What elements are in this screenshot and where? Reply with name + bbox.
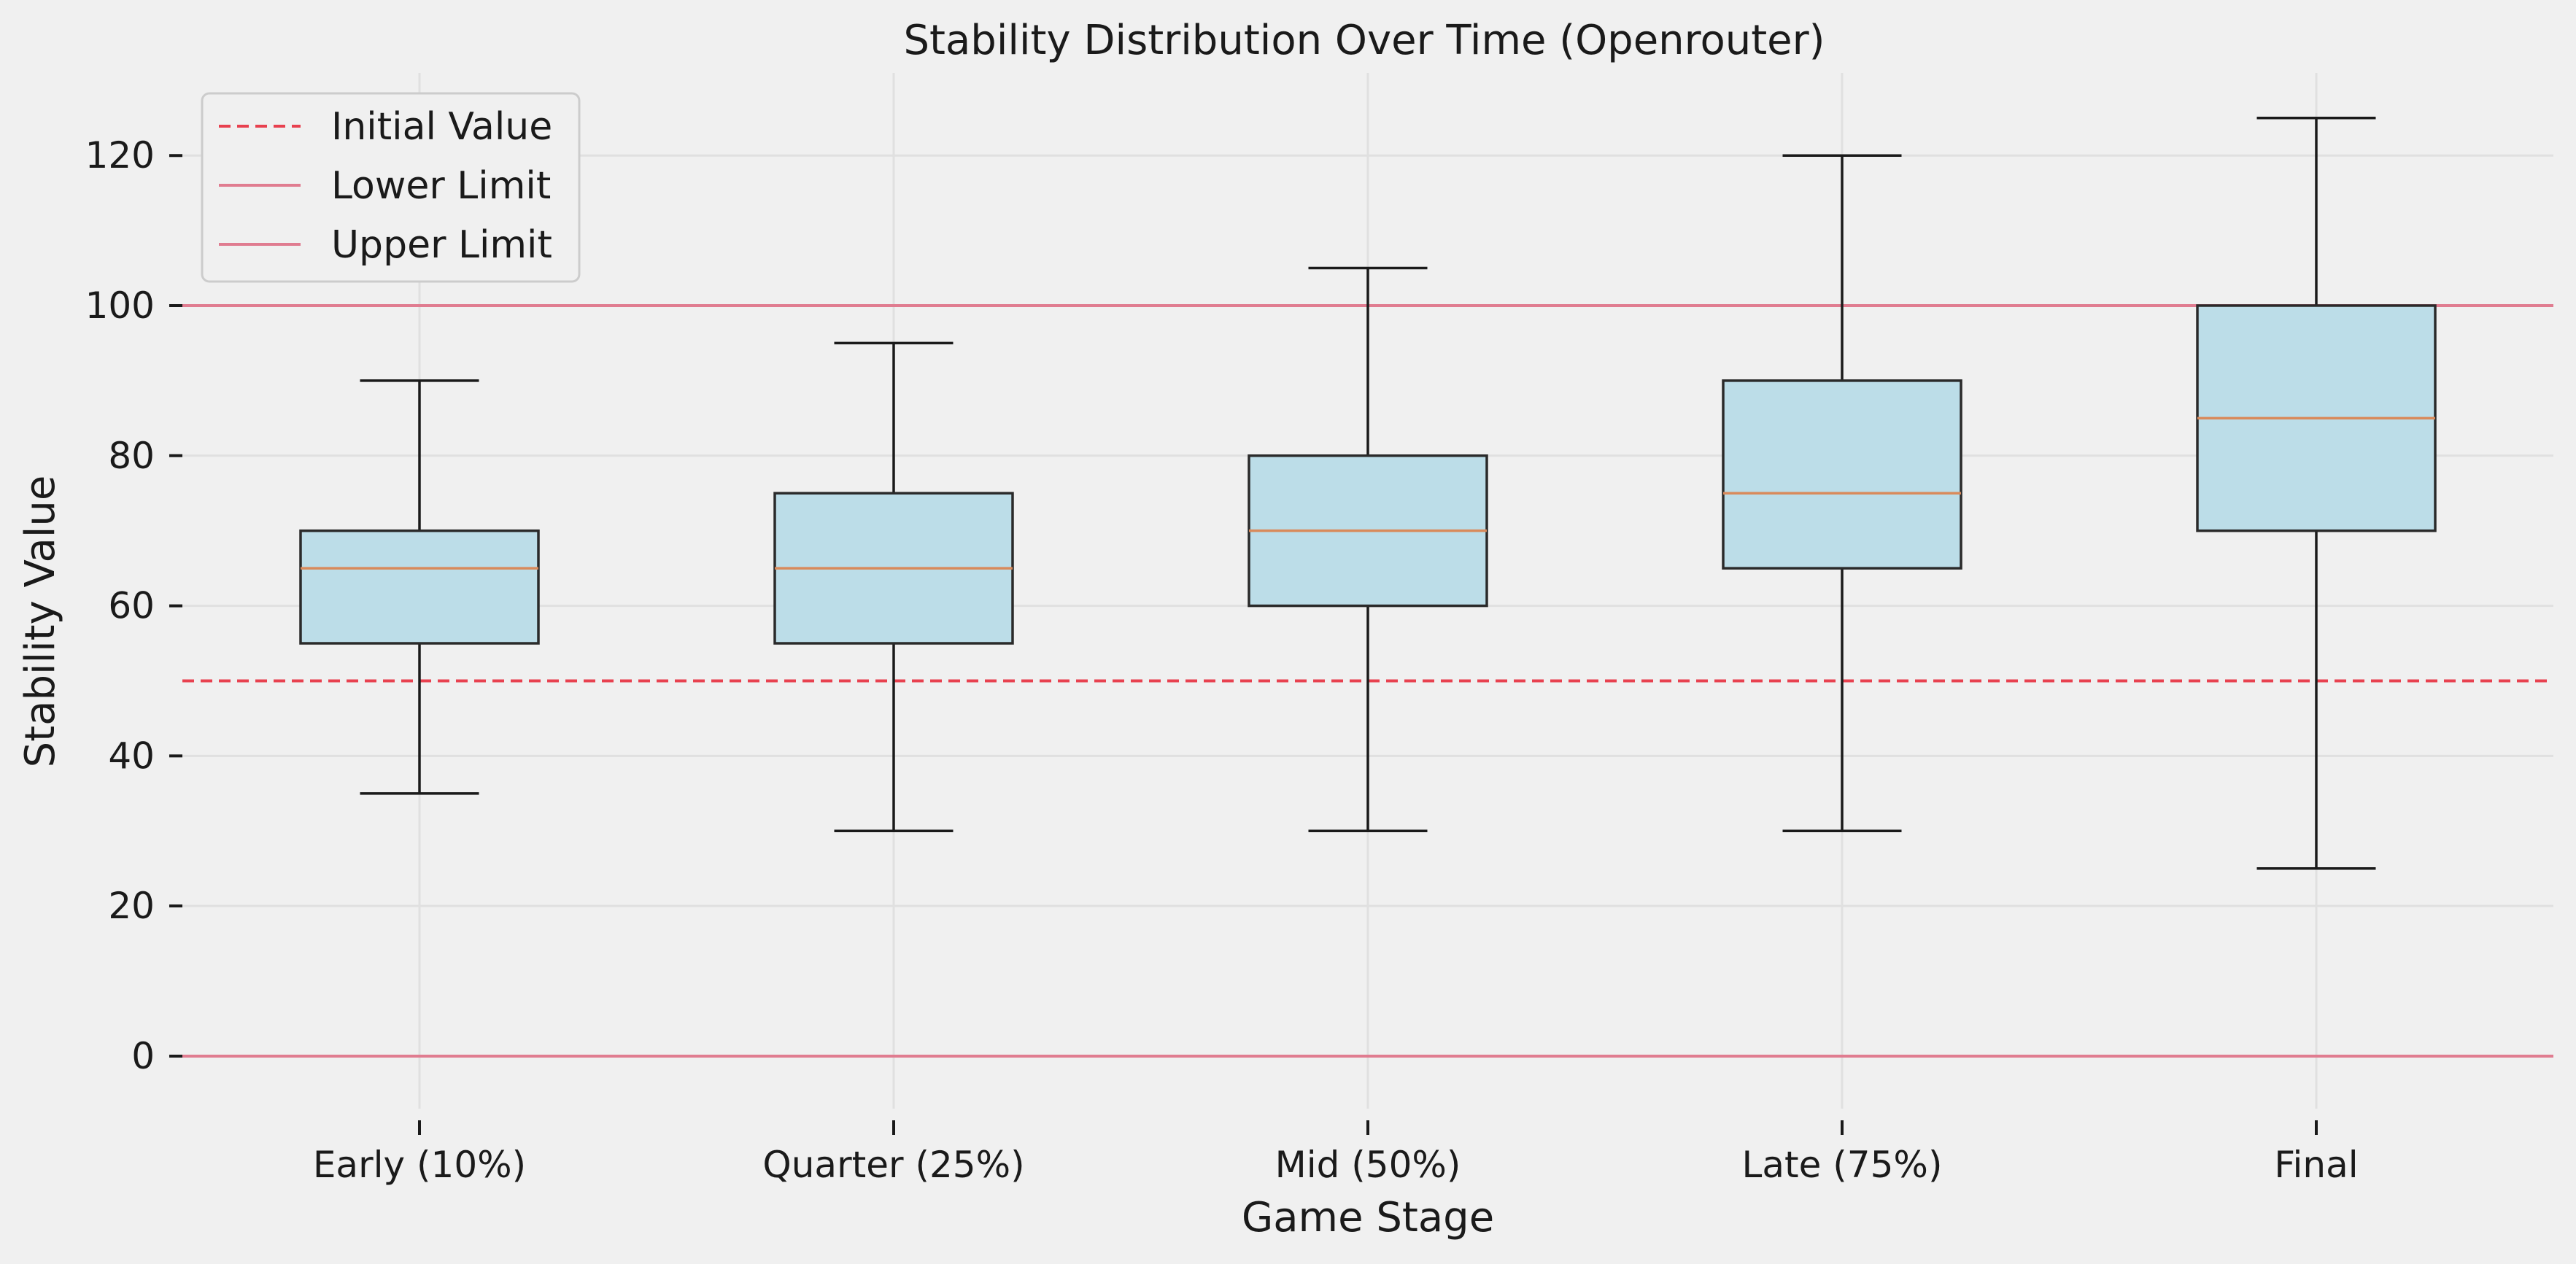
x-tick-label: Final — [2274, 1144, 2358, 1186]
iqr-box — [1722, 379, 1962, 570]
legend-items: Initial Value Lower Limit Upper Limit — [219, 105, 552, 267]
y-tick-label: 40 — [108, 734, 155, 777]
axis-layer: 0 20 40 60 80 100 120 Early (10%) Quarter (25%) M… — [85, 134, 2359, 1186]
legend-label: Lower Limit — [331, 164, 551, 208]
legend: Initial Value Lower Limit Upper Limit — [201, 92, 581, 283]
y-tick-label: 100 — [85, 284, 155, 327]
legend-box — [201, 92, 581, 283]
y-tick-label: 120 — [85, 134, 155, 177]
y-axis-label: Stability Value — [17, 476, 64, 768]
box-group — [299, 379, 540, 795]
y-tick-label: 0 — [131, 1035, 155, 1077]
x-tick-label: Early (10%) — [313, 1144, 526, 1186]
y-tick-label: 80 — [108, 435, 155, 477]
box-layer — [299, 116, 2437, 870]
box-group — [2196, 116, 2437, 870]
box-group — [1722, 154, 1962, 833]
x-tick-label: Late (75%) — [1742, 1144, 1943, 1186]
y-tick-label: 20 — [108, 885, 155, 927]
legend-label: Upper Limit — [331, 223, 552, 267]
x-tick-label: Mid (50%) — [1275, 1144, 1461, 1186]
box-group — [1248, 266, 1488, 833]
chart-title: Stability Distribution Over Time (Openro… — [903, 17, 1825, 64]
y-tick-label: 60 — [108, 585, 155, 627]
legend-label: Initial Value — [331, 105, 552, 149]
x-tick-label: Quarter (25%) — [762, 1144, 1024, 1186]
iqr-box — [299, 529, 540, 645]
box-group — [773, 341, 1014, 833]
x-axis-label: Game Stage — [1242, 1194, 1494, 1241]
